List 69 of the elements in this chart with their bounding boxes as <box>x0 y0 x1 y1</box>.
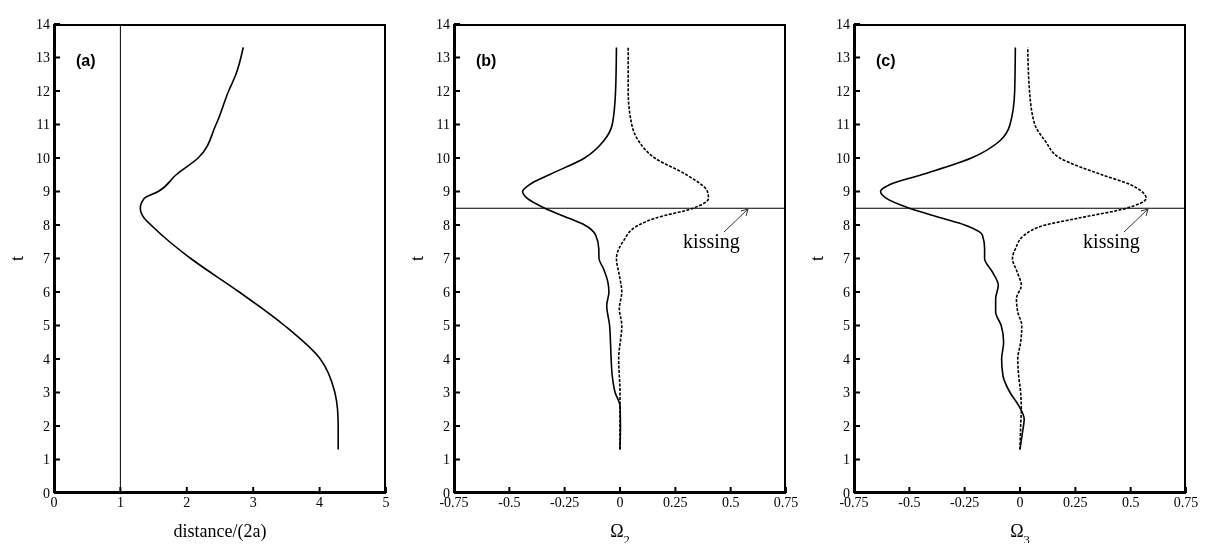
y-tick-label: 7 <box>43 251 50 267</box>
x-tick-label: 0 <box>616 494 624 510</box>
x-tick-label: 0.75 <box>1173 494 1199 510</box>
x-tick-label: 0.5 <box>721 494 740 510</box>
y-tick-label: 4 <box>843 351 850 367</box>
y-tick-label: 3 <box>43 385 50 401</box>
annotation: (b) <box>476 52 497 70</box>
y-tick-label: 5 <box>43 318 50 334</box>
y-tick-label: 6 <box>443 284 450 300</box>
y-tick-label: 4 <box>43 351 50 367</box>
y-tick-label: 10 <box>36 150 50 166</box>
y-tick-label: 13 <box>36 50 50 66</box>
y-tick-label: 14 <box>436 16 450 32</box>
x-tick-label: 0.5 <box>1121 494 1140 510</box>
y-tick-label: 9 <box>443 184 450 200</box>
y-tick-label: 12 <box>836 83 850 99</box>
x-tick-label: -0.25 <box>950 494 980 510</box>
y-tick-label: 8 <box>443 217 450 233</box>
y-tick-label: 9 <box>43 184 50 200</box>
y-tick-label: 14 <box>36 16 50 32</box>
y-tick-label: 11 <box>836 117 850 133</box>
y-tick-label: 4 <box>443 351 450 367</box>
annotation: kissing <box>1083 230 1140 254</box>
y-axis-title: t <box>807 255 827 262</box>
x-tick-label: 0 <box>1016 494 1024 510</box>
x-tick-label: 3 <box>249 494 257 510</box>
annotation: (c) <box>876 52 896 70</box>
x-tick-label: 0.25 <box>1063 494 1088 510</box>
y-tick-label: 3 <box>443 385 450 401</box>
y-tick-label: 10 <box>436 150 450 166</box>
y-tick-label: 2 <box>443 418 450 434</box>
annotation: kissing <box>683 230 740 254</box>
y-tick-label: 1 <box>443 452 450 468</box>
x-tick-label: 2 <box>183 494 191 510</box>
y-tick-label: 11 <box>36 117 50 133</box>
y-tick-label: 2 <box>43 418 50 434</box>
y-tick-label: 5 <box>443 318 450 334</box>
y-tick-label: 12 <box>436 83 450 99</box>
y-tick-label: 8 <box>43 217 50 233</box>
annotation: (a) <box>76 52 96 70</box>
x-tick-label: 0.75 <box>773 494 799 510</box>
y-axis-title: t <box>7 255 27 262</box>
y-tick-label: 2 <box>843 418 850 434</box>
y-tick-label: 5 <box>843 318 850 334</box>
y-tick-label: 13 <box>436 50 450 66</box>
line-series <box>139 46 339 451</box>
y-tick-label: 1 <box>43 452 50 468</box>
y-tick-label: 14 <box>836 16 850 32</box>
x-tick-label: 1 <box>116 494 124 510</box>
y-tick-label: 11 <box>436 117 450 133</box>
x-tick-label: -0.5 <box>898 494 921 510</box>
y-tick-label: 1 <box>843 452 850 468</box>
x-tick-label: -0.5 <box>498 494 521 510</box>
x-tick-label: 5 <box>382 494 390 510</box>
y-tick-label: 6 <box>43 284 50 300</box>
y-tick-label: 13 <box>836 50 850 66</box>
x-axis-title: distance/(2a) <box>173 521 267 542</box>
x-tick-label: 4 <box>316 494 324 510</box>
y-tick-label: 7 <box>443 251 450 267</box>
y-tick-label: 7 <box>843 251 850 267</box>
y-tick-label: 10 <box>836 150 850 166</box>
y-tick-label: 8 <box>843 217 850 233</box>
y-axis-title: t <box>407 255 427 262</box>
y-tick-label: 3 <box>843 385 850 401</box>
x-tick-label: -0.25 <box>550 494 580 510</box>
x-tick-label: 0.25 <box>663 494 688 510</box>
y-tick-label: 6 <box>843 284 850 300</box>
y-tick-label: 9 <box>843 184 850 200</box>
y-tick-label: 12 <box>36 83 50 99</box>
